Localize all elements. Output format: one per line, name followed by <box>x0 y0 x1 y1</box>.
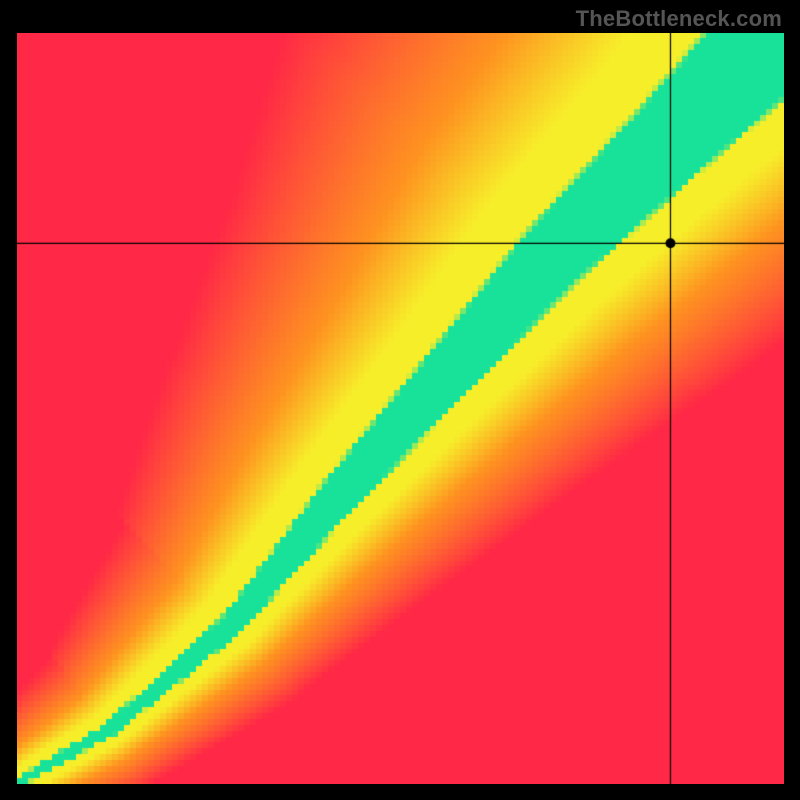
bottleneck-heatmap <box>17 33 784 784</box>
watermark-label: TheBottleneck.com <box>576 6 782 32</box>
